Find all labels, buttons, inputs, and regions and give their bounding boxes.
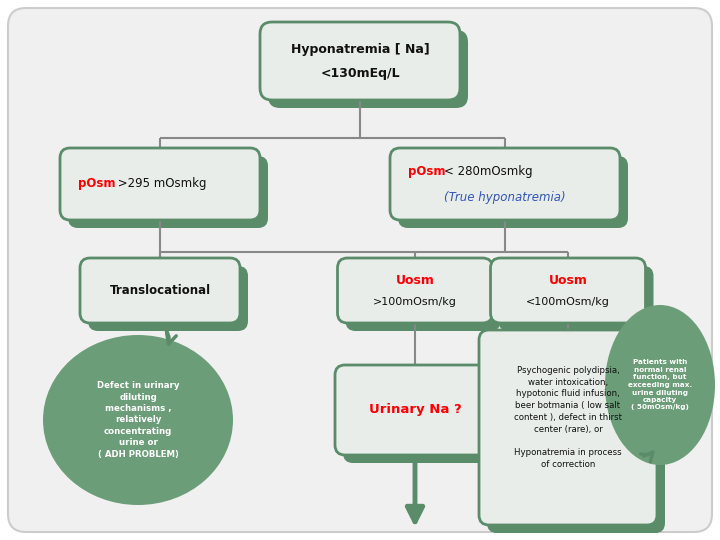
FancyBboxPatch shape: [487, 338, 665, 533]
FancyBboxPatch shape: [60, 148, 260, 220]
Text: >295 mOsmkg: >295 mOsmkg: [114, 178, 207, 191]
FancyBboxPatch shape: [80, 258, 240, 323]
Text: Urinary Na ?: Urinary Na ?: [369, 403, 462, 416]
Text: pOsm: pOsm: [408, 165, 446, 179]
Text: Psychogenic polydipsia,
water intoxication,
hypotonic fluid infusion,
beer botma: Psychogenic polydipsia, water intoxicati…: [514, 366, 622, 469]
FancyBboxPatch shape: [346, 266, 500, 331]
FancyBboxPatch shape: [498, 266, 654, 331]
Ellipse shape: [43, 335, 233, 505]
FancyBboxPatch shape: [490, 258, 646, 323]
Text: pOsm: pOsm: [78, 178, 115, 191]
Text: Defect in urinary
diluting
mechanisms ,
relatively
concentrating
urine or
( ADH : Defect in urinary diluting mechanisms , …: [96, 381, 179, 459]
FancyBboxPatch shape: [390, 148, 620, 220]
Text: <100mOsm/kg: <100mOsm/kg: [526, 297, 610, 307]
FancyBboxPatch shape: [68, 156, 268, 228]
Text: (True hyponatremia): (True hyponatremia): [444, 192, 566, 205]
Ellipse shape: [605, 305, 715, 465]
FancyBboxPatch shape: [268, 30, 468, 108]
FancyBboxPatch shape: [8, 8, 712, 532]
FancyBboxPatch shape: [338, 258, 492, 323]
Text: <130mEq/L: <130mEq/L: [320, 68, 400, 80]
Text: Patients with
normal renal
function, but
exceeding max.
urine diluting
capacity
: Patients with normal renal function, but…: [628, 360, 692, 410]
FancyBboxPatch shape: [398, 156, 628, 228]
Text: >100mOsm/kg: >100mOsm/kg: [373, 297, 457, 307]
Text: < 280mOsmkg: < 280mOsmkg: [444, 165, 533, 179]
FancyBboxPatch shape: [260, 22, 460, 100]
Text: Translocational: Translocational: [109, 284, 210, 297]
Text: Uosm: Uosm: [395, 273, 434, 287]
FancyBboxPatch shape: [343, 373, 503, 463]
FancyBboxPatch shape: [479, 330, 657, 525]
FancyBboxPatch shape: [88, 266, 248, 331]
FancyBboxPatch shape: [335, 365, 495, 455]
Text: Uosm: Uosm: [549, 273, 588, 287]
Text: Hyponatremia [ Na]: Hyponatremia [ Na]: [291, 44, 429, 57]
